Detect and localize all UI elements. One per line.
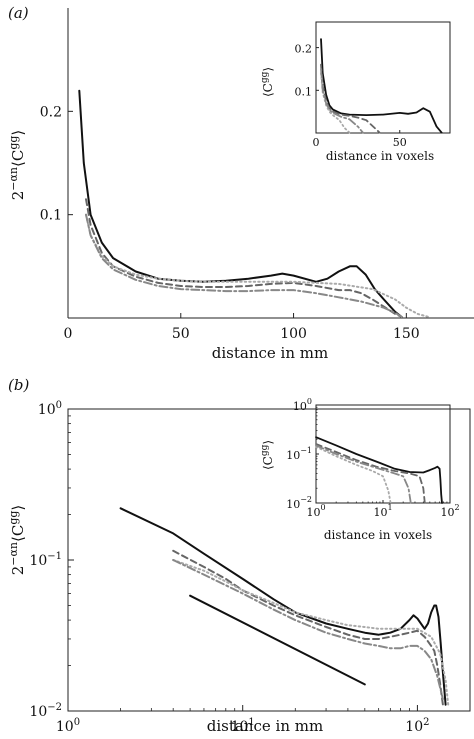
- panel-a-xtick-label: 100: [280, 326, 307, 342]
- panel-a-series-dotted-line: [85, 213, 430, 318]
- panel-b-inset-ytick-label: 10−2: [286, 495, 312, 511]
- panel-a-inset-xtick-label: 50: [393, 136, 407, 149]
- panel-a-series-solid-line: [78, 89, 403, 318]
- panel-a-ytick-label: 0.2: [40, 104, 62, 120]
- panel-b-ytick-label: 10−1: [29, 551, 62, 569]
- panel-a-inset-series-dotted-line: [320, 72, 351, 134]
- panel-b-plot: 100 101 102 10−2 10−1 100: [29, 400, 471, 735]
- panel-a: (a) 0 50 100 150 0.1 0.2 distance in mm 2−αn⟨…: [7, 4, 474, 362]
- panel-b-inset-series-dashdot-line: [315, 444, 412, 504]
- panel-b-ytick-label: 10−2: [29, 702, 62, 720]
- panel-b-inset-series-dotted-line: [315, 445, 392, 504]
- panel-b-series-dashdot-line: [172, 559, 444, 700]
- panel-a-inset: 0 50 0.1 0.2: [295, 21, 451, 149]
- panel-b-xtick-label: 102: [405, 717, 429, 735]
- panel-b-xlabel: distance in mm: [207, 717, 323, 735]
- panel-a-ytick-label: 0.1: [40, 208, 62, 224]
- panel-b-xtick-label: 101: [231, 717, 255, 735]
- panel-a-xtick-label: 0: [64, 326, 73, 342]
- panel-a-inset-ytick-label: 0.1: [295, 85, 313, 98]
- panel-b-inset-ylabel: ⟨Cgg⟩: [260, 440, 275, 470]
- panel-a-inset-series-solid-line: [320, 38, 443, 134]
- panel-b-inset-xtick-label: 100: [306, 503, 325, 519]
- panel-b-ylabel: 2−αn⟨Cgg⟩: [7, 505, 27, 576]
- panel-b-ytick-label: 100: [38, 400, 62, 418]
- panel-b-series-solid-line: [189, 594, 366, 686]
- panel-a-inset-series-dashed-line: [320, 63, 381, 134]
- panel-b-inset: 100 101 102 10−2 10−1 100: [286, 397, 459, 519]
- panel-b-inset-xtick-label: 102: [440, 503, 459, 519]
- panel-b-inset-ytick-label: 100: [293, 397, 312, 413]
- panel-a-ylabel: 2−αn⟨Cgg⟩: [7, 130, 27, 201]
- panel-b-inset-series-solid-line: [315, 436, 443, 504]
- panel-a-xtick-label: 50: [172, 326, 190, 342]
- panel-b-inset-series-dashed-line: [315, 443, 426, 504]
- panel-a-plot: 0 50 100 150 0.1 0.2: [40, 8, 474, 342]
- panel-b-series-solid-line: [119, 507, 447, 706]
- panel-a-xtick-label: 150: [393, 326, 420, 342]
- panel-b-inset-xtick-label: 101: [373, 503, 392, 519]
- panel-a-inset-ylabel: ⟨Cgg⟩: [260, 67, 275, 97]
- panel-b-series-dotted-line: [172, 559, 450, 706]
- panel-a-inset-ytick-label: 0.2: [295, 43, 313, 56]
- panel-a-xlabel: distance in mm: [212, 344, 328, 362]
- panel-a-series-dashed-line: [85, 198, 403, 318]
- panel-a-inset-series-dashdot-line: [320, 68, 364, 134]
- panel-b-xtick-label: 100: [56, 717, 80, 735]
- panel-a-series-dashdot-line: [85, 213, 403, 318]
- panel-b-inset-ytick-label: 10−1: [286, 446, 312, 462]
- panel-a-inset-xtick-label: 0: [313, 136, 320, 149]
- panel-a-label: (a): [8, 4, 29, 22]
- panel-b-inset-xlabel: distance in voxels: [324, 528, 432, 542]
- panel-b-label: (b): [8, 376, 29, 394]
- panel-a-inset-frame: [315, 21, 451, 134]
- panel-a-inset-xlabel: distance in voxels: [326, 149, 434, 163]
